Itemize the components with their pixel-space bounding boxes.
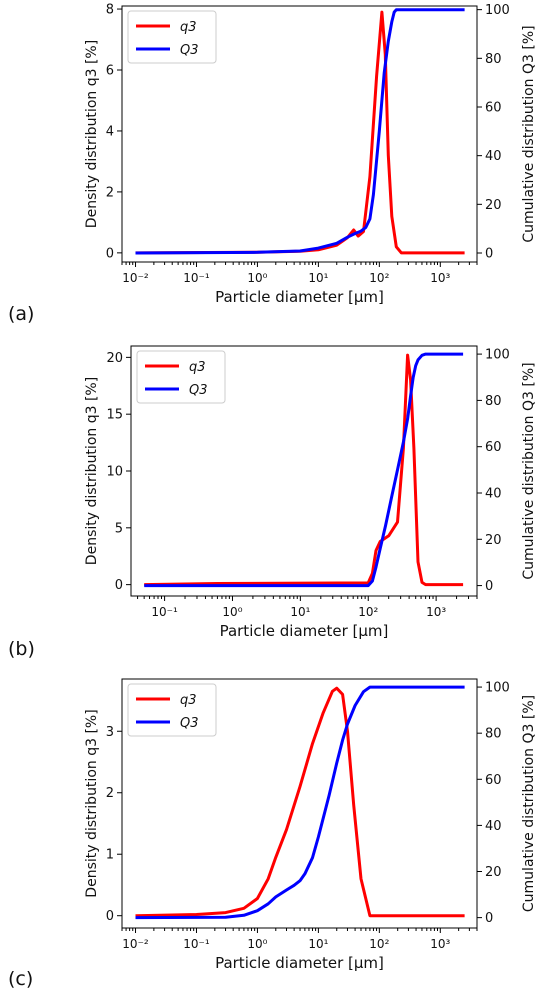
- y-tick-label: 2: [106, 185, 114, 200]
- x-tick-label: 10⁰: [222, 605, 242, 619]
- x-axis-label: Particle diameter [μm]: [220, 622, 389, 640]
- chart-panel-2: 10⁻² 10⁻¹ 10⁰ 10¹ 10² 10³ 0 1 2 3 0 20 40 60 80 100 Part…: [84, 678, 537, 972]
- y-tick-label: 1: [106, 848, 114, 863]
- x-tick-label: 10¹: [308, 271, 328, 285]
- y2-tick-label: 60: [485, 440, 502, 455]
- y-tick-label: 3: [106, 725, 114, 740]
- y-axis-label: Density distribution q3 [%]: [84, 40, 100, 228]
- series-line-q3: [135, 686, 465, 918]
- y-tick-label: 0: [106, 909, 114, 924]
- chart-panel-0: 10⁻² 10⁻¹ 10⁰ 10¹ 10² 10³02468020406080100Par…: [84, 3, 537, 306]
- y2-tick-label: 40: [485, 149, 502, 164]
- x-tick-label: 10²: [358, 605, 378, 619]
- y2-tick-label: 0: [485, 911, 493, 926]
- plot-frame: [121, 678, 478, 929]
- y-tick-label: 4: [106, 124, 114, 139]
- y2-tick-label: 80: [485, 394, 502, 409]
- x-tick-label: 10⁻¹: [183, 271, 210, 285]
- series-line-Q3: [135, 8, 465, 255]
- x-axis-label: Particle diameter [μm]: [215, 288, 384, 306]
- y2-tick-label: 80: [485, 52, 502, 67]
- y-tick-label: 0: [106, 246, 114, 261]
- legend-box: [127, 683, 217, 737]
- x-tick-label: 10¹: [290, 605, 310, 619]
- y-tick-label: 15: [106, 408, 123, 423]
- x-tick-label: 10⁻²: [122, 271, 149, 285]
- legend-box: [136, 350, 226, 404]
- legend-box: [127, 10, 217, 64]
- y2-tick-label: 0: [485, 246, 493, 261]
- x-tick-label: 10²: [369, 937, 389, 951]
- series-line-q3: [144, 353, 464, 587]
- legend-label-q3: q3: [180, 20, 197, 35]
- series-line-Q3: [144, 352, 464, 588]
- y2-axis-label: Cumulative distribution Q3 [%]: [521, 25, 537, 242]
- x-tick-label: 10⁰: [247, 937, 267, 951]
- y-tick-label: 8: [106, 3, 114, 18]
- chart-panel-1: 10⁻¹ 10⁰ 10¹ 10² 10³ 0 5 10 15 20 0 20 40 60 80 100 Part…: [84, 345, 537, 640]
- y-tick-label: 20: [106, 351, 123, 366]
- legend-label-q3: q3: [180, 693, 197, 708]
- y2-tick-label: 60: [485, 100, 502, 115]
- x-tick-label: 10⁻²: [122, 937, 149, 951]
- y-tick-label: 6: [106, 64, 114, 79]
- y2-tick-label: 40: [485, 486, 502, 501]
- x-tick-label: 10⁰: [247, 271, 267, 285]
- plot-frame: [121, 5, 478, 263]
- y2-tick-label: 80: [485, 727, 502, 742]
- y2-tick-label: 100: [485, 681, 510, 696]
- panel-label-a: (a): [8, 303, 35, 325]
- legend-label-Q3: Q3: [189, 383, 208, 398]
- y2-tick-label: 20: [485, 533, 502, 548]
- y2-tick-label: 20: [485, 198, 502, 213]
- x-tick-label: 10⁻¹: [151, 605, 178, 619]
- y2-axis-label: Cumulative distribution Q3 [%]: [521, 362, 537, 579]
- legend-label-q3: q3: [189, 360, 206, 375]
- y-tick-label: 5: [115, 521, 123, 536]
- legend-label-Q3: Q3: [180, 43, 199, 58]
- y2-axis-label: Cumulative distribution Q3 [%]: [521, 695, 537, 912]
- y2-tick-label: 0: [485, 579, 493, 594]
- x-tick-label: 10³: [426, 605, 446, 619]
- x-tick-label: 10¹: [308, 937, 328, 951]
- y2-tick-label: 20: [485, 865, 502, 880]
- x-tick-label: 10²: [369, 271, 389, 285]
- panel-label-b: (b): [8, 638, 35, 660]
- y-tick-label: 10: [106, 465, 123, 480]
- y2-tick-label: 100: [485, 348, 510, 363]
- y-axis-label: Density distribution q3 [%]: [84, 377, 100, 565]
- y2-tick-label: 40: [485, 819, 502, 834]
- y2-tick-label: 100: [485, 3, 510, 18]
- x-tick-label: 10⁻¹: [183, 937, 210, 951]
- y-tick-label: 0: [115, 578, 123, 593]
- x-tick-label: 10³: [430, 937, 450, 951]
- y-tick-label: 2: [106, 786, 114, 801]
- series-line-Q3: [135, 685, 465, 920]
- y-axis-label: Density distribution q3 [%]: [84, 709, 100, 897]
- x-axis-label: Particle diameter [μm]: [215, 954, 384, 972]
- y2-tick-label: 60: [485, 773, 502, 788]
- x-tick-label: 10³: [430, 271, 450, 285]
- legend-label-Q3: Q3: [180, 716, 199, 731]
- panel-label-c: (c): [8, 968, 34, 990]
